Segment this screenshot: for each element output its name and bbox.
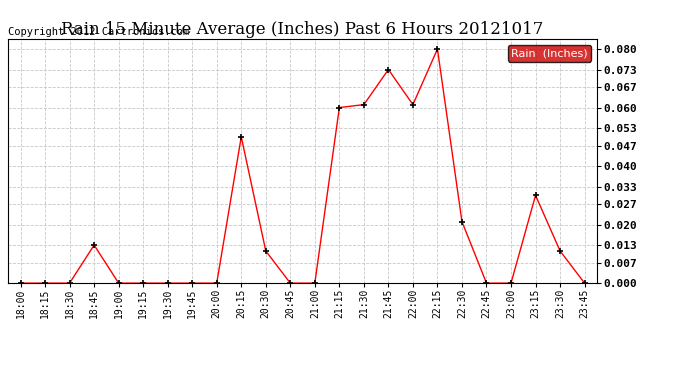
Legend: Rain  (Inches): Rain (Inches) (508, 45, 591, 62)
Title: Rain 15 Minute Average (Inches) Past 6 Hours 20121017: Rain 15 Minute Average (Inches) Past 6 H… (61, 21, 544, 38)
Text: Copyright 2012 Cartronics.com: Copyright 2012 Cartronics.com (8, 27, 190, 37)
